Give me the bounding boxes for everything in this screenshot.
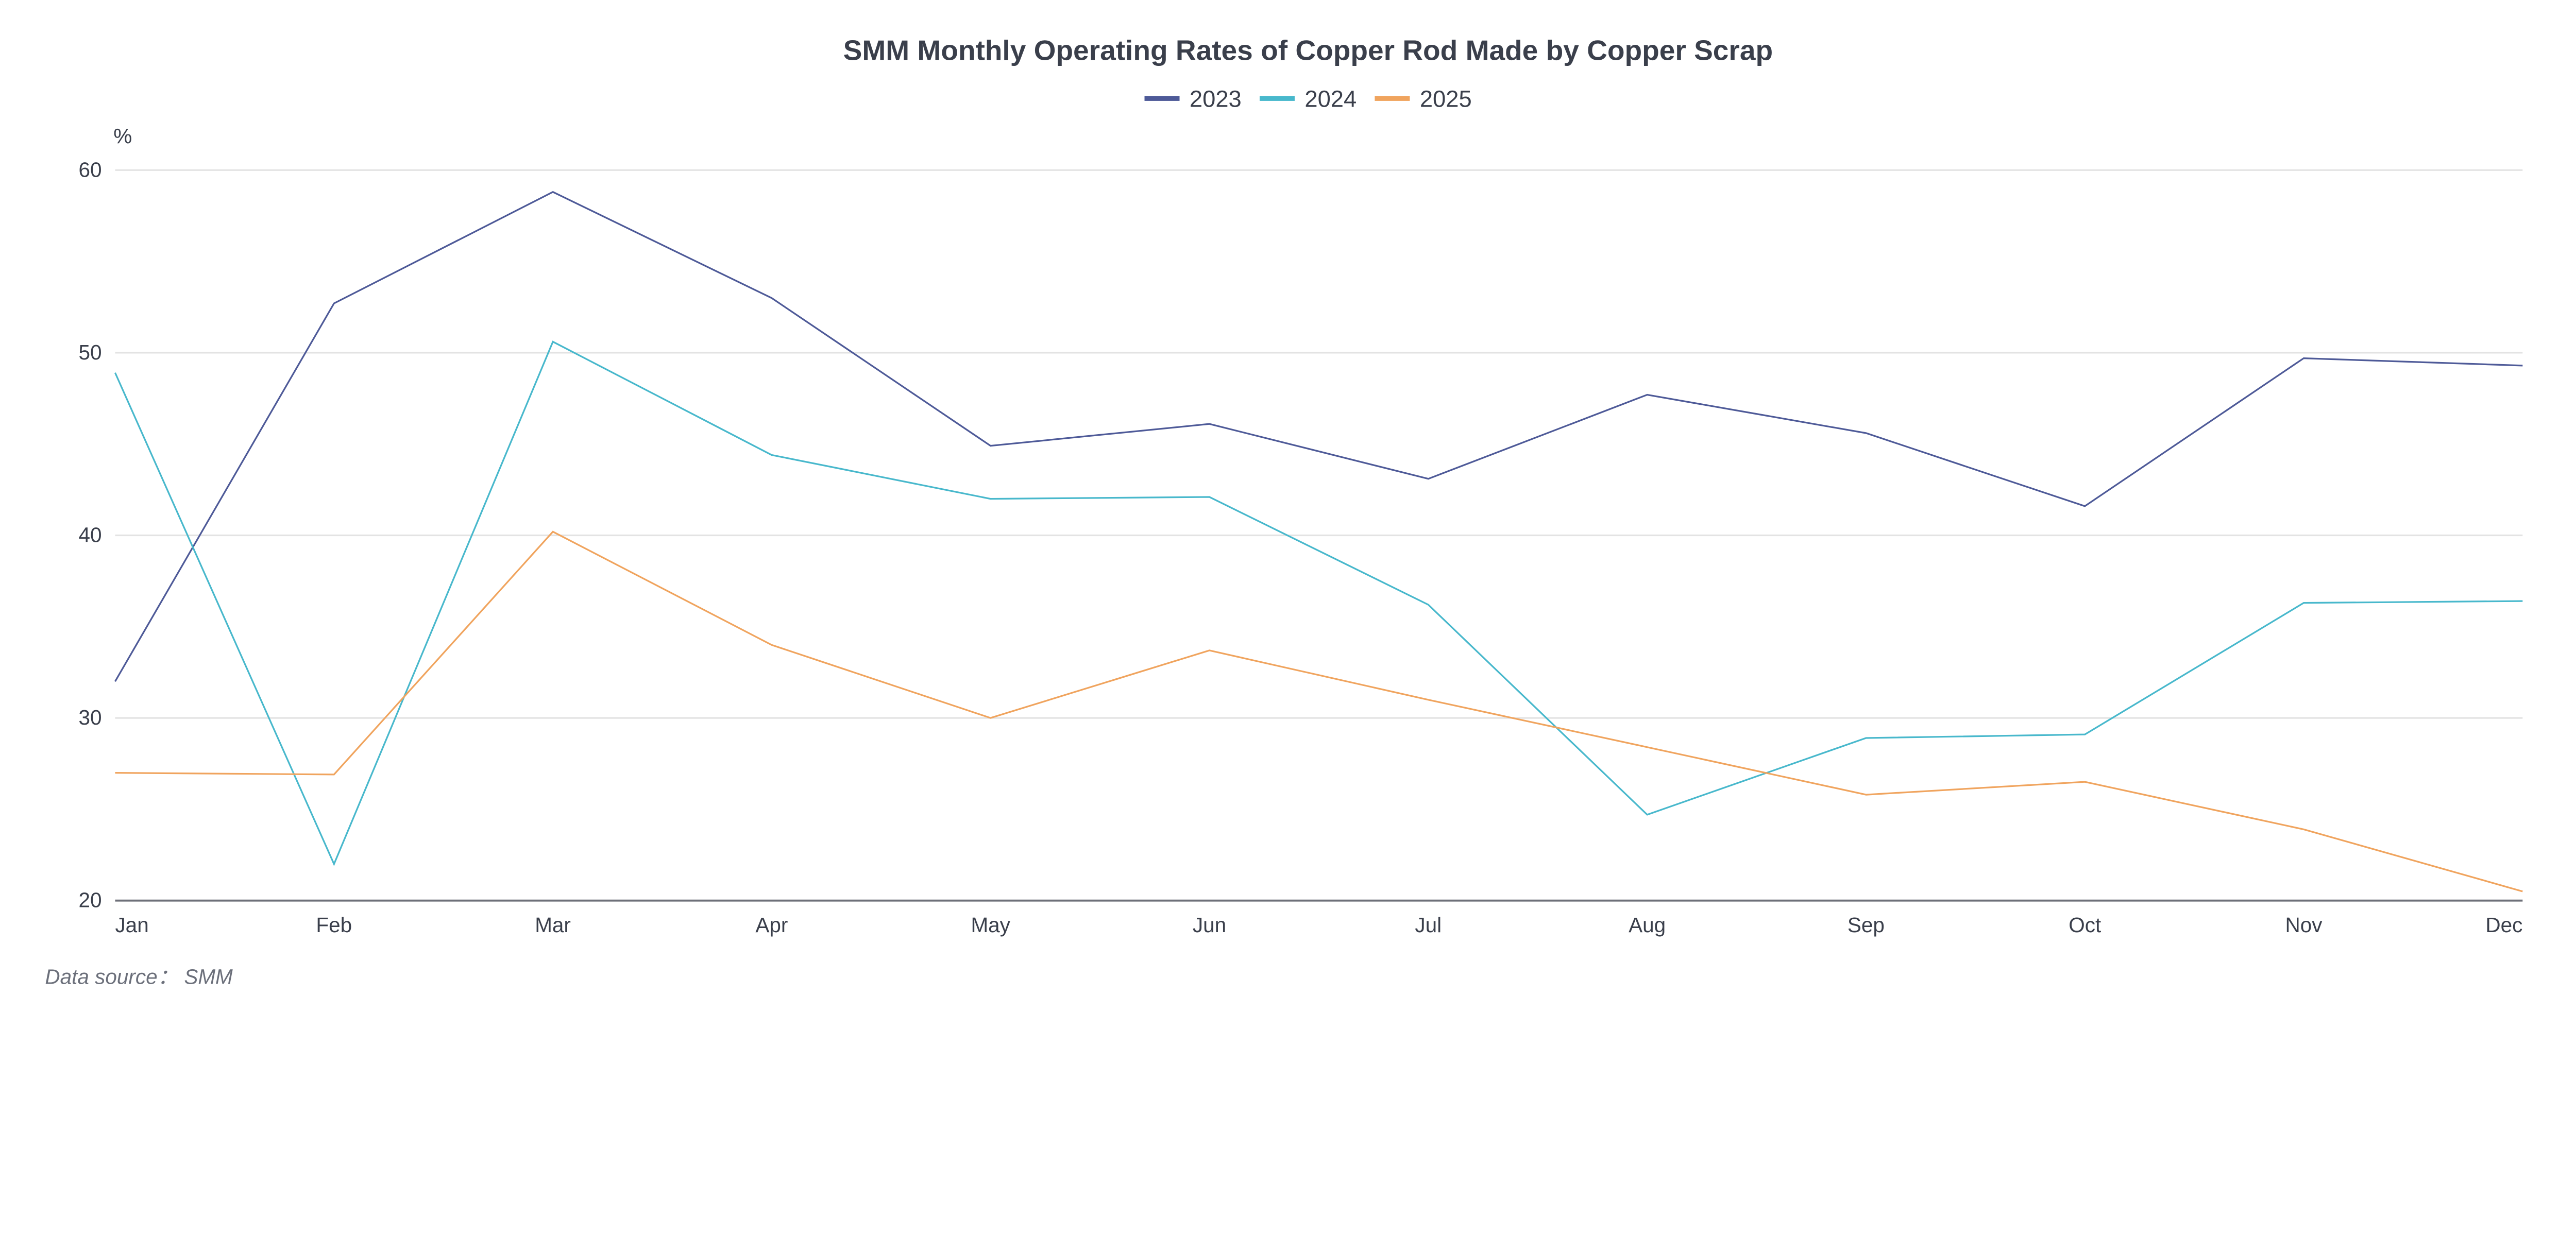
legend-label: 2023 xyxy=(1190,85,1242,112)
legend-label: 2024 xyxy=(1304,85,1357,112)
x-tick-label: May xyxy=(971,913,1010,937)
x-axis-ticks: Jan Feb Mar Apr May Jun Jul Aug Sep Oct Nov Dec xyxy=(115,913,2522,937)
y-tick-label: 20 xyxy=(79,888,102,912)
x-tick-label: Apr xyxy=(755,913,788,937)
y-tick-label: 60 xyxy=(79,158,102,181)
x-tick-label: Nov xyxy=(2285,913,2323,937)
legend-swatch xyxy=(1375,96,1410,101)
x-tick-label: Jul xyxy=(1415,913,1442,937)
series-lines xyxy=(114,191,2523,892)
data-source: Data source： SMM xyxy=(45,965,233,989)
grid: 20 30 40 50 60 xyxy=(79,158,2523,912)
series-line-2025 xyxy=(115,530,2523,892)
x-tick-label: Oct xyxy=(2069,913,2101,937)
x-tick-label: Mar xyxy=(535,913,571,937)
x-tick-label: Feb xyxy=(316,913,352,937)
legend: 2023 2024 2025 xyxy=(1144,85,1472,112)
x-tick-label: Jun xyxy=(1193,913,1226,937)
legend-item-2024[interactable]: 2024 xyxy=(1259,85,1357,112)
legend-item-2025[interactable]: 2025 xyxy=(1375,85,1472,112)
line-chart: SMM Monthly Operating Rates of Copper Ro… xyxy=(45,35,2523,989)
x-tick-label: Aug xyxy=(1629,913,1666,937)
series-line-2024 xyxy=(114,340,2523,866)
x-tick-label: Sep xyxy=(1848,913,1885,937)
y-tick-label: 40 xyxy=(79,523,102,546)
x-tick-label: Dec xyxy=(2485,913,2522,937)
legend-item-2023[interactable]: 2023 xyxy=(1144,85,1242,112)
y-tick-label: 50 xyxy=(79,340,102,364)
legend-swatch xyxy=(1259,96,1295,101)
y-tick-label: 30 xyxy=(79,706,102,729)
y-axis-unit: % xyxy=(113,124,132,148)
series-line-2023 xyxy=(114,191,2523,682)
legend-swatch xyxy=(1144,96,1180,101)
x-tick-label: Jan xyxy=(115,913,148,937)
chart-title: SMM Monthly Operating Rates of Copper Ro… xyxy=(843,35,1773,66)
legend-label: 2025 xyxy=(1420,85,1472,112)
